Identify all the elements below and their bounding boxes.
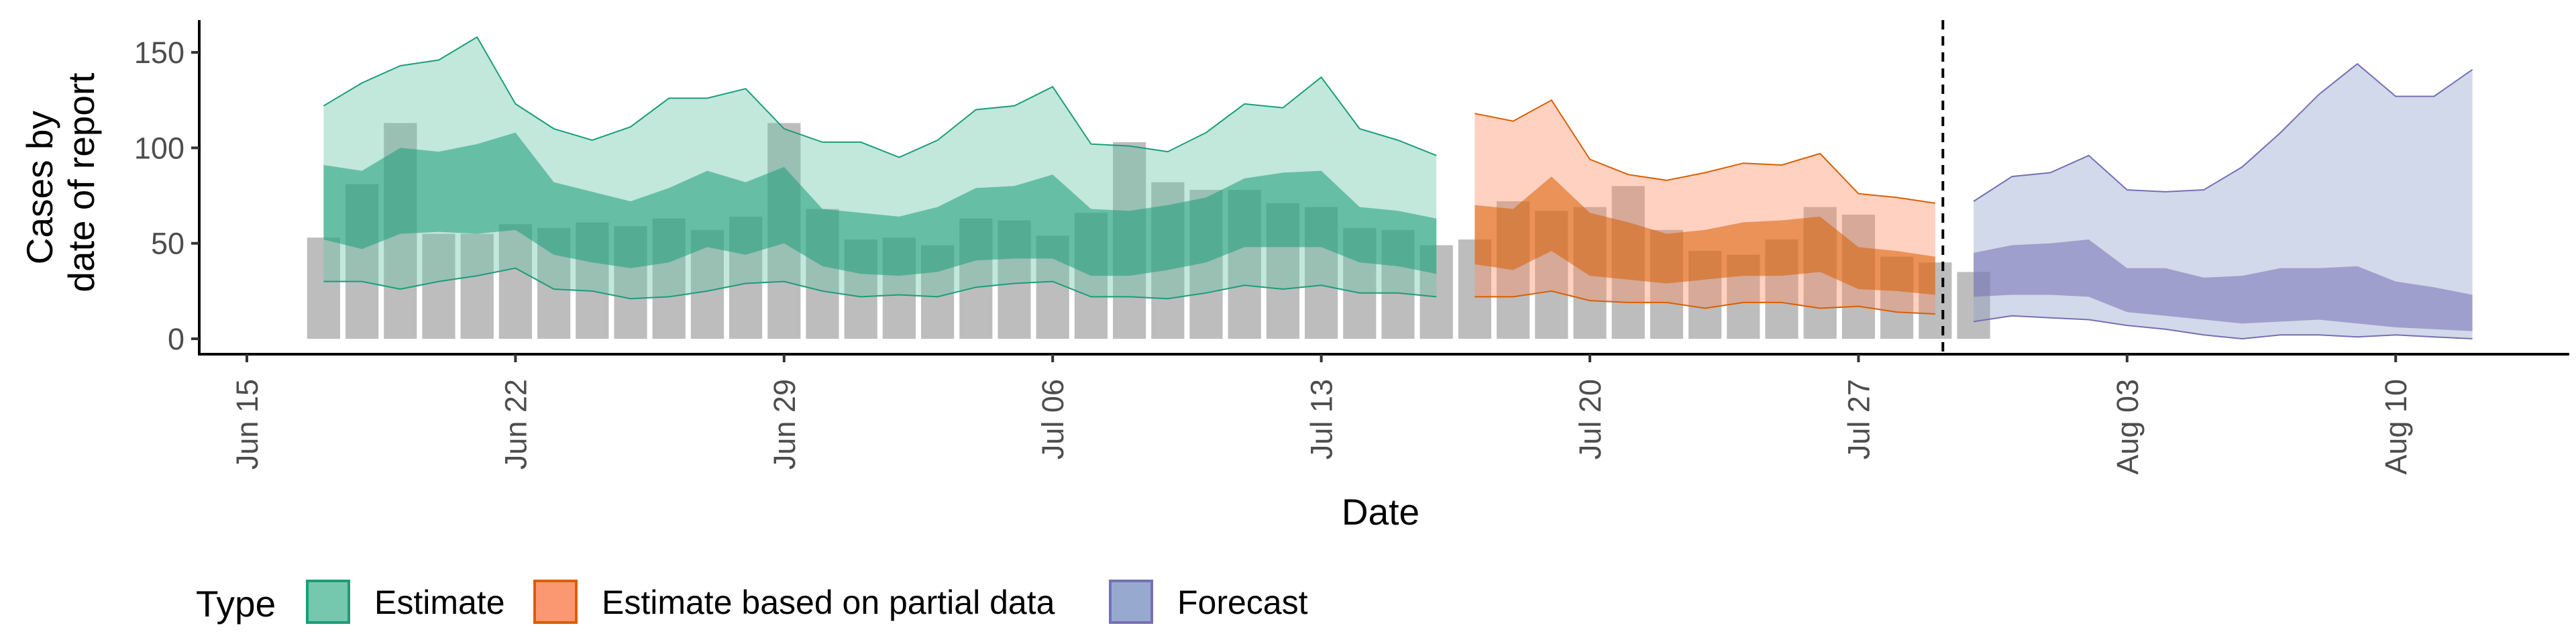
legend-label-forecast: Forecast <box>1177 584 1308 621</box>
legend-title: Type <box>196 583 276 625</box>
x-tick-label: Jun 29 <box>767 379 802 470</box>
estimate-upper-bound-line <box>323 36 1437 158</box>
axes <box>191 20 2569 362</box>
estimate-based-on-partial-data-lower-bound-line <box>1474 290 1935 315</box>
estimate-lower-bound-line <box>323 267 1437 300</box>
y-tick-labels: 0 50 100 150 <box>134 36 184 356</box>
reported-cases-bar <box>307 237 340 339</box>
y-axis-title-line-1: Cases by <box>19 111 60 265</box>
y-tick-label: 50 <box>151 227 184 261</box>
x-tick-label: Jul 27 <box>1841 379 1876 460</box>
series-estimate-based-on-partial-data <box>1474 99 1935 315</box>
y-tick-label: 150 <box>134 36 184 70</box>
x-tick-label: Jul 06 <box>1036 379 1070 460</box>
series-estimate <box>323 36 1437 300</box>
reported-cases-bar <box>460 233 494 339</box>
y-axis-title-line-2: date of report <box>60 72 102 292</box>
y-tick-label: 100 <box>134 131 184 165</box>
legend-key-estimate-based-on-partial-data <box>533 580 578 624</box>
y-axis-title: Cases by date of report <box>19 72 102 292</box>
estimate-based-on-partial-data-upper-bound-line <box>1474 99 1935 204</box>
legend-key-estimate <box>306 580 350 624</box>
legend-label-estimate-based-on-partial-data: Estimate based on partial data <box>602 584 1055 621</box>
y-tick-label: 0 <box>168 322 184 356</box>
estimate-based-on-partial-data-50-band <box>1474 176 1935 295</box>
x-tick-label: Aug 10 <box>2379 379 2413 475</box>
series-forecast <box>1973 62 2473 340</box>
reported-cases-bar <box>422 233 455 339</box>
estimate-50-band <box>323 132 1437 276</box>
legend: Type Estimate Estimate based on partial d… <box>196 580 1308 625</box>
x-axis-title: Date <box>1342 491 1419 533</box>
x-tick-labels: Jun 15 Jun 22 Jun 29 Jul 06 Jul 13 Jul 20 Jul … <box>230 379 2413 475</box>
forecast-upper-bound-line <box>1973 62 2473 202</box>
legend-key-forecast <box>1109 580 1153 624</box>
x-tick-label: Jun 15 <box>230 379 264 470</box>
forecast-lower-bound-line <box>1973 315 2473 340</box>
x-tick-label: Jul 13 <box>1305 379 1339 460</box>
forecast-50-band <box>1974 239 2473 331</box>
reported-cases-bar <box>498 224 532 339</box>
x-tick-label: Jun 22 <box>498 379 533 470</box>
legend-label-estimate: Estimate <box>374 584 505 621</box>
x-tick-label: Aug 03 <box>2110 379 2145 475</box>
x-tick-label: Jul 20 <box>1573 379 1607 460</box>
estimate-bands <box>323 36 2473 340</box>
